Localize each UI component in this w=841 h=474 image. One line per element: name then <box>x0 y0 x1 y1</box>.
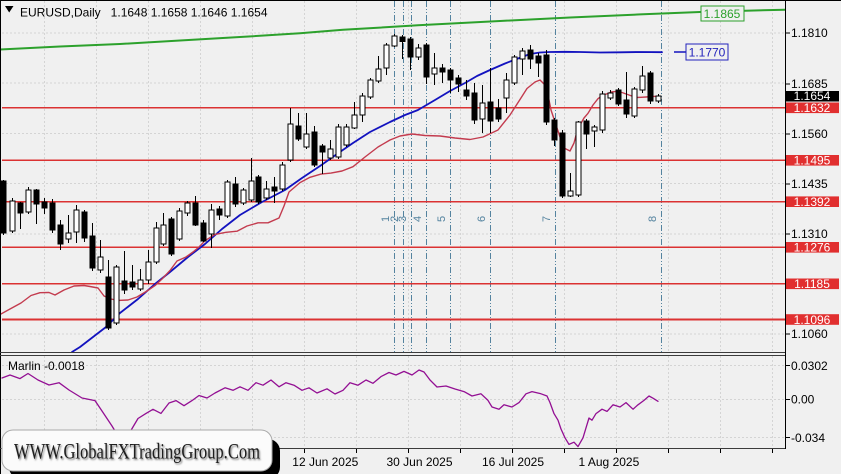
svg-text:6: 6 <box>476 216 488 222</box>
svg-text:-0.034: -0.034 <box>791 431 825 445</box>
svg-text:EURUSD,Daily 1.1648 1.1658 1: EURUSD,Daily 1.1648 1.1658 1.1646 1.1654 <box>20 6 268 20</box>
svg-text:3: 3 <box>397 216 409 222</box>
svg-text:1.1495: 1.1495 <box>794 154 831 168</box>
svg-text:1.1560: 1.1560 <box>791 127 828 141</box>
svg-text:8: 8 <box>647 216 659 222</box>
svg-text:1.1096: 1.1096 <box>794 313 831 327</box>
svg-text:7: 7 <box>541 216 553 222</box>
svg-text:0.00: 0.00 <box>791 393 815 407</box>
svg-text:1.1685: 1.1685 <box>791 77 828 91</box>
svg-text:12 Jun 2025: 12 Jun 2025 <box>292 455 358 469</box>
svg-text:0.0302: 0.0302 <box>791 359 828 373</box>
svg-text:1.1654: 1.1654 <box>794 89 831 103</box>
svg-text:1.1435: 1.1435 <box>791 177 828 191</box>
svg-text:16 Jul 2025: 16 Jul 2025 <box>482 455 544 469</box>
svg-text:30 Jun 2025: 30 Jun 2025 <box>386 455 452 469</box>
svg-text:4: 4 <box>412 216 424 222</box>
svg-text:1.1392: 1.1392 <box>794 195 831 209</box>
svg-text:1: 1 <box>380 216 392 222</box>
svg-text:1.1310: 1.1310 <box>791 227 828 241</box>
svg-text:1.1770: 1.1770 <box>689 46 726 60</box>
svg-text:5: 5 <box>436 216 448 222</box>
svg-text:1.1276: 1.1276 <box>794 241 831 255</box>
svg-text:2: 2 <box>389 216 401 222</box>
svg-text:1.1185: 1.1185 <box>794 277 830 291</box>
svg-text:1.1810: 1.1810 <box>791 26 828 40</box>
svg-text:1.1865: 1.1865 <box>704 7 741 21</box>
svg-text:1.1060: 1.1060 <box>791 327 828 341</box>
svg-text:1 Aug 2025: 1 Aug 2025 <box>579 455 640 469</box>
svg-text:1.1632: 1.1632 <box>794 101 831 115</box>
svg-text:WWW.GlobalFXTradingGroup.Com: WWW.GlobalFXTradingGroup.Com <box>14 439 260 464</box>
svg-text:Marlin -0.0018: Marlin -0.0018 <box>8 359 85 373</box>
